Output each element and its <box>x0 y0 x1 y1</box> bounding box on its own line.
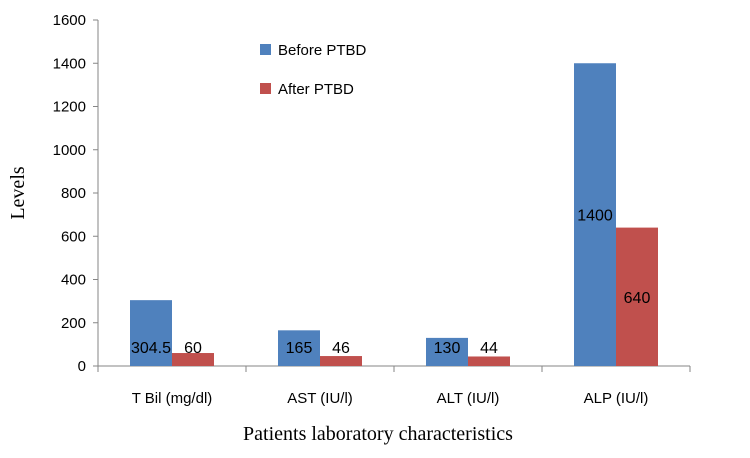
y-tick-label: 1000 <box>53 142 86 159</box>
x-category-label: ALT (IU/l) <box>437 390 500 407</box>
y-tick-label: 800 <box>61 185 86 202</box>
bar-after-ptbd <box>468 356 510 366</box>
bar-before-ptbd <box>426 337 468 366</box>
x-category-label: T Bil (mg/dl) <box>132 390 213 407</box>
x-category-label: AST (IU/l) <box>287 390 353 407</box>
x-axis-title: Patients laboratory characteristics <box>243 423 513 445</box>
legend-label: After PTBD <box>278 81 354 98</box>
data-label: 640 <box>624 290 651 307</box>
y-tick-label: 1600 <box>53 12 86 29</box>
legend-swatch-before <box>260 44 271 55</box>
y-axis-title: Levels <box>7 166 29 220</box>
bar-after-ptbd <box>172 353 214 366</box>
y-tick-label: 400 <box>61 272 86 289</box>
bar-before-ptbd <box>278 330 320 366</box>
data-label: 1400 <box>577 208 613 225</box>
data-label: 165 <box>286 340 313 357</box>
y-tick-label: 1200 <box>53 99 86 116</box>
y-tick-label: 600 <box>61 228 86 245</box>
bar-after-ptbd <box>320 356 362 366</box>
data-label: 130 <box>434 340 461 357</box>
y-tick-label: 0 <box>78 358 86 375</box>
data-label: 304.5 <box>131 340 171 357</box>
legend-swatch-after <box>260 83 271 94</box>
data-label: 46 <box>332 340 350 357</box>
bar-after-ptbd <box>616 227 658 366</box>
legend-label: Before PTBD <box>278 42 367 59</box>
bar-before-ptbd <box>574 63 616 366</box>
y-tick-label: 1400 <box>53 55 86 72</box>
data-label: 44 <box>480 340 498 357</box>
data-label: 60 <box>184 340 202 357</box>
x-category-label: ALP (IU/l) <box>584 390 649 407</box>
bar-before-ptbd <box>130 300 172 366</box>
y-tick-label: 200 <box>61 315 86 332</box>
